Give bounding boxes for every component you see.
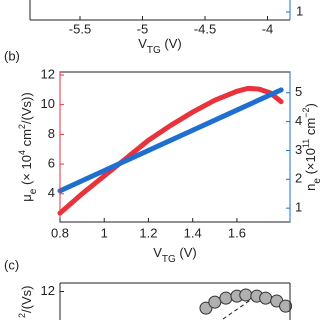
axis-label-part: cm xyxy=(19,129,34,150)
x-tick-label: 0.8 xyxy=(51,225,69,240)
data-point xyxy=(279,299,293,313)
axis-label-part: /(Vs)) xyxy=(19,92,34,124)
axis-label: VTG (V) xyxy=(153,245,197,265)
y2-tick-label: 3 xyxy=(295,142,302,157)
axis-label-part: 11 xyxy=(301,139,311,148)
data-point xyxy=(219,291,233,305)
y-tick-label: 4 xyxy=(48,185,55,200)
y-tick-label: 8 xyxy=(48,126,55,141)
panel-label: (b) xyxy=(4,48,20,63)
axis-label-part: cm xyxy=(303,118,318,139)
panel-label: (c) xyxy=(4,257,19,272)
y-tick-label: 12 xyxy=(41,66,55,81)
x-tick-label: 1.4 xyxy=(184,225,202,240)
x-tick-label: -5.5 xyxy=(69,21,91,36)
series-line xyxy=(57,85,284,216)
axis-label-part: TG xyxy=(147,45,161,56)
axis-label-part: V xyxy=(138,36,147,51)
y2-tick-label: 4 xyxy=(295,113,302,128)
axis-label-part: −2 xyxy=(301,107,311,117)
x-tick-label: 1 xyxy=(101,225,108,240)
guide-line xyxy=(220,291,263,320)
axis-label-part: μ xyxy=(19,194,34,202)
x-tick-label: -5 xyxy=(137,21,149,36)
data-point xyxy=(239,288,253,302)
axis-label-part: 4 xyxy=(17,150,27,155)
y2-tick-label: 1 xyxy=(295,200,302,215)
axis-label-part: ) xyxy=(303,103,318,107)
x-tick-label: -4 xyxy=(262,21,274,36)
axis-label-part: V xyxy=(153,245,162,260)
series-line xyxy=(57,87,284,194)
y-tick-label: 10 xyxy=(41,96,55,111)
axis-label: μe (× 104 cm2/(Vs)) xyxy=(17,92,39,201)
axis-label-part: (V) xyxy=(161,36,182,51)
axis-label-part: (× 10 xyxy=(19,155,34,189)
axis-label-part: n xyxy=(303,184,318,191)
data-point xyxy=(199,301,213,315)
axis-label-part: TG xyxy=(162,254,176,265)
data-point xyxy=(208,295,222,309)
axis-label-part: (×10 xyxy=(303,148,318,178)
data-point xyxy=(259,291,273,305)
y2-tick-label: 2 xyxy=(295,171,302,186)
x-tick-label: 1.2 xyxy=(139,225,157,240)
axis-label-part: (V) xyxy=(176,245,197,260)
axis-label: ne (×1011 cm−2) xyxy=(301,103,320,191)
y-tick-label: 6 xyxy=(48,156,55,171)
axis-label-part: e xyxy=(312,178,320,184)
axis-label-part: e xyxy=(28,188,39,194)
y2-tick-label: 1 xyxy=(296,3,303,18)
axis-label: VTG (V) xyxy=(138,36,182,56)
y2-tick-label: 5 xyxy=(295,84,302,99)
axis-label: 2/(Vs) xyxy=(17,286,34,318)
axis-label-part: /(Vs) xyxy=(19,286,34,313)
axis-label-part: 2 xyxy=(17,313,27,318)
x-tick-label: -4.5 xyxy=(194,21,216,36)
x-tick-label: 1.6 xyxy=(228,225,246,240)
axis-label-part: 2 xyxy=(17,124,27,129)
y-tick-label: 12 xyxy=(41,283,55,298)
